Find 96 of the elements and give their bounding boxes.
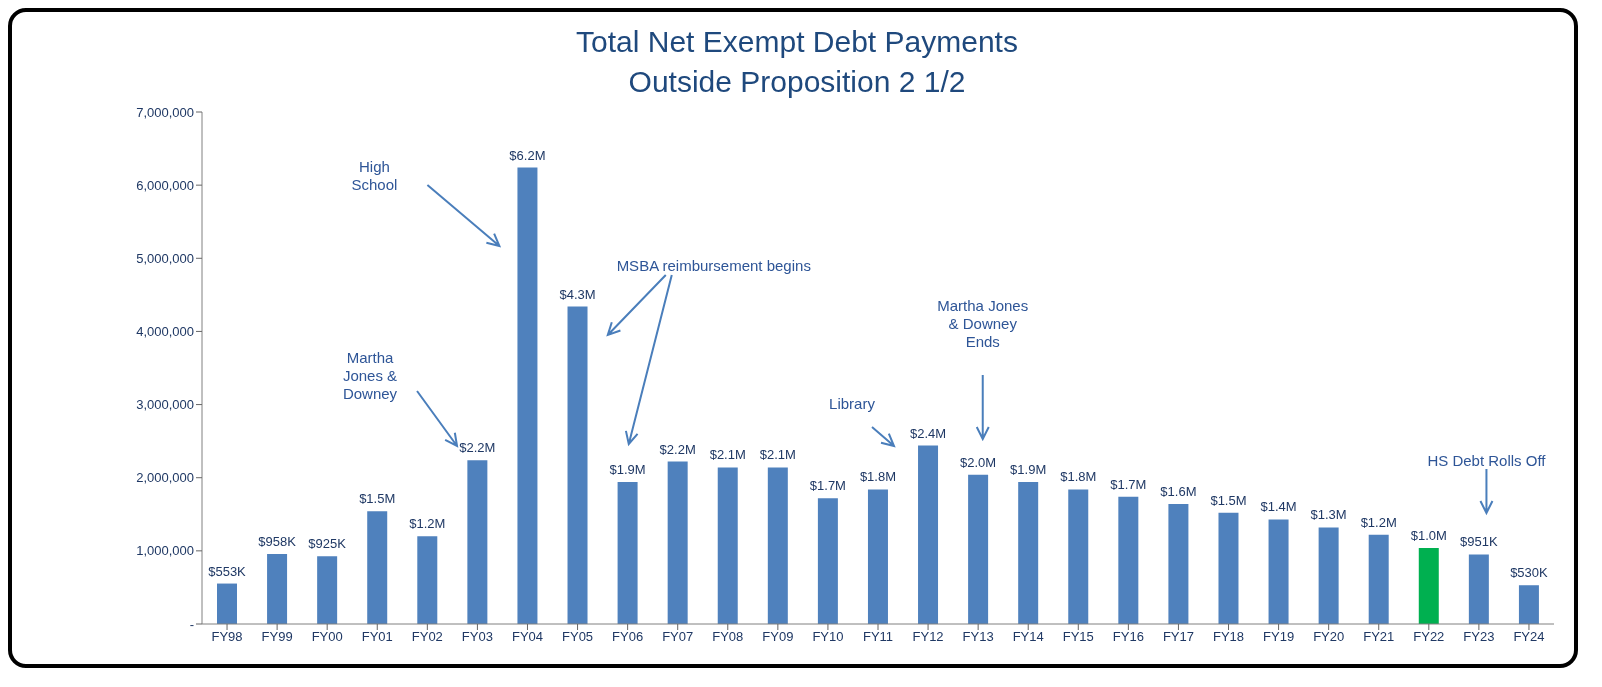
- data-label: $2.2M: [459, 440, 496, 456]
- data-label: $553K: [208, 563, 247, 579]
- data-label: $1.5M: [359, 491, 396, 507]
- x-tick-label: FY20: [1313, 629, 1345, 645]
- x-tick-label: FY05: [562, 629, 594, 645]
- x-tick-label: FY21: [1363, 629, 1395, 645]
- annotation: Martha Jones & Downey Ends: [936, 297, 1030, 351]
- data-label: $530K: [1510, 565, 1549, 581]
- data-label: $1.4M: [1260, 499, 1297, 515]
- data-label: $2.0M: [960, 454, 997, 470]
- y-tick-label: 6,000,000: [136, 177, 194, 193]
- bar: [417, 536, 438, 624]
- annotation: HS Debt Rolls Off: [1426, 452, 1547, 470]
- data-label: $1.7M: [809, 478, 846, 494]
- x-tick-label: FY10: [812, 629, 844, 645]
- bar: [667, 461, 688, 624]
- data-label: $1.2M: [1360, 514, 1397, 530]
- data-label: $1.6M: [1160, 484, 1197, 500]
- bar: [817, 498, 838, 624]
- data-label: $951K: [1460, 534, 1498, 550]
- bar: [968, 474, 989, 624]
- x-tick-label: FY09: [762, 629, 794, 645]
- bar: [867, 489, 888, 624]
- data-label: $1.9M: [609, 462, 646, 478]
- x-tick-label: FY22: [1413, 629, 1445, 645]
- x-tick-label: FY08: [712, 629, 744, 645]
- data-label: $1.8M: [859, 469, 897, 485]
- x-tick-label: FY06: [612, 629, 644, 645]
- x-tick-label: FY04: [511, 629, 544, 645]
- bar: [367, 511, 388, 624]
- data-label: $2.1M: [759, 447, 796, 463]
- data-label: $2.1M: [709, 447, 746, 463]
- data-label: $1.5M: [1210, 492, 1247, 508]
- x-tick-label: FY16: [1112, 629, 1144, 645]
- data-label: $925K: [308, 536, 347, 552]
- data-label: $1.2M: [409, 516, 446, 532]
- bar: [1318, 527, 1339, 624]
- y-tick-label: -: [189, 616, 194, 632]
- y-tick-label: 2,000,000: [136, 470, 194, 486]
- x-tick-label: FY15: [1062, 629, 1094, 645]
- annotation: Martha Jones & Downey: [341, 349, 399, 403]
- bar: [1168, 504, 1189, 624]
- data-label: $1.9M: [1010, 462, 1047, 478]
- x-tick-label: FY18: [1212, 629, 1245, 645]
- x-tick-label: FY99: [261, 629, 293, 645]
- data-label: $958K: [258, 533, 297, 549]
- x-tick-label: FY11: [862, 629, 894, 645]
- x-tick-label: FY98: [211, 629, 243, 645]
- data-label: $1.7M: [1110, 476, 1147, 492]
- annotation: MSBA reimbursement begins: [615, 257, 812, 275]
- bar: [1268, 519, 1289, 624]
- bar: [217, 583, 237, 624]
- y-tick-label: 7,000,000: [136, 104, 194, 120]
- data-label: $2.2M: [659, 441, 696, 457]
- data-label: $1.3M: [1310, 507, 1347, 523]
- bar: [1518, 585, 1539, 624]
- bar: [1368, 534, 1389, 624]
- y-tick-label: 1,000,000: [136, 543, 194, 559]
- x-tick-label: FY19: [1263, 629, 1295, 645]
- x-tick-label: FY23: [1463, 629, 1495, 645]
- bar: [617, 482, 638, 624]
- data-label: $2.4M: [909, 425, 947, 441]
- y-tick-label: 4,000,000: [136, 324, 194, 340]
- bar: [918, 445, 939, 624]
- x-tick-label: FY02: [411, 629, 443, 645]
- x-tick-label: FY01: [361, 629, 393, 645]
- annotation: Library: [828, 395, 876, 413]
- data-label: $1.0M: [1410, 527, 1447, 543]
- x-tick-label: FY24: [1513, 629, 1545, 645]
- data-label: $1.8M: [1060, 469, 1097, 485]
- bar: [1418, 547, 1439, 624]
- y-tick-label: 3,000,000: [136, 397, 194, 413]
- bar: [1018, 482, 1039, 624]
- x-tick-label: FY13: [962, 629, 994, 645]
- bar: [717, 467, 738, 624]
- data-label: $4.3M: [559, 286, 596, 302]
- x-tick-label: FY03: [461, 629, 493, 645]
- y-tick-label: 5,000,000: [136, 250, 194, 266]
- chart-title: Total Net Exempt Debt Payments Outside Proposition 2 1/2: [575, 24, 1019, 100]
- bar: [1468, 554, 1489, 624]
- bar: [467, 460, 488, 624]
- annotation: High School: [350, 158, 399, 194]
- bar: [767, 467, 788, 624]
- x-tick-label: FY12: [912, 629, 944, 645]
- bar: [267, 553, 288, 624]
- bar: [1118, 496, 1139, 624]
- bar: [567, 306, 588, 624]
- x-tick-label: FY14: [1012, 629, 1044, 645]
- bar: [1218, 512, 1239, 624]
- bar: [1068, 489, 1089, 624]
- bar: [317, 556, 338, 624]
- x-tick-label: FY00: [311, 629, 343, 645]
- x-tick-label: FY07: [662, 629, 694, 645]
- x-tick-label: FY17: [1162, 629, 1194, 645]
- data-label: $6.2M: [509, 147, 546, 163]
- bar: [517, 167, 538, 624]
